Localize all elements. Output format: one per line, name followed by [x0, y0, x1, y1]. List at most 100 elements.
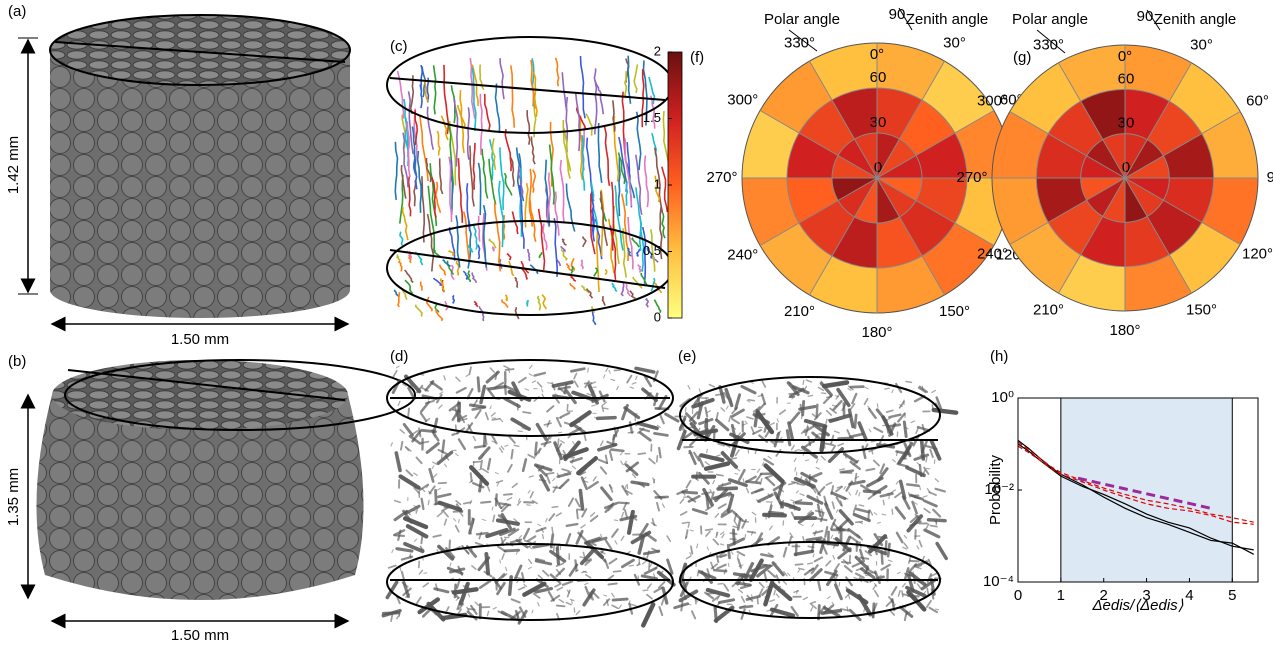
force-stick — [560, 546, 561, 550]
force-stick — [421, 413, 426, 421]
force-stick — [736, 450, 739, 455]
force-stick — [887, 600, 893, 606]
force-stick — [924, 591, 926, 593]
trajectory — [479, 163, 481, 215]
trajectory — [403, 207, 408, 240]
force-stick — [731, 552, 732, 555]
force-stick — [558, 439, 559, 445]
force-stick — [609, 584, 617, 585]
force-stick — [629, 512, 633, 533]
force-stick — [698, 396, 699, 407]
force-stick — [772, 610, 793, 616]
force-stick — [716, 455, 720, 457]
force-stick — [721, 532, 724, 534]
sticks — [675, 380, 957, 621]
force-stick — [699, 457, 703, 467]
force-stick — [450, 563, 451, 566]
zenith-title: Zenith angle — [906, 11, 989, 28]
force-stick — [575, 381, 578, 386]
height-label: 1.42 mm — [5, 136, 22, 194]
figure: (a) 1.42 mm 1.50 mm (b) 1.35 mm 1.50 mm … — [0, 0, 1273, 650]
force-stick — [892, 509, 893, 514]
force-stick — [606, 368, 608, 371]
force-stick — [826, 444, 834, 446]
force-stick — [687, 481, 691, 488]
polar-title: Polar angle — [764, 11, 840, 28]
force-stick — [500, 448, 503, 452]
force-stick — [481, 386, 485, 402]
force-stick — [506, 369, 514, 370]
force-stick — [491, 413, 495, 416]
trajectory — [612, 283, 617, 292]
force-stick — [667, 536, 670, 541]
force-stick — [707, 411, 710, 413]
force-stick — [613, 599, 627, 600]
force-stick — [547, 473, 554, 474]
force-stick — [796, 491, 798, 493]
force-stick — [525, 389, 528, 390]
force-stick — [454, 519, 456, 521]
trajectory — [509, 261, 514, 276]
force-stick — [854, 578, 858, 580]
force-stick — [536, 561, 550, 564]
force-stick — [612, 529, 617, 536]
force-stick — [454, 589, 477, 592]
force-stick — [612, 593, 614, 596]
force-stick — [530, 365, 532, 368]
radial-tick-label: 30 — [870, 114, 887, 131]
force-stick — [707, 547, 708, 550]
force-stick — [873, 585, 876, 589]
trajectory — [556, 58, 559, 86]
force-stick — [422, 499, 424, 509]
force-stick — [927, 468, 930, 469]
force-stick — [788, 573, 790, 575]
force-stick — [475, 446, 486, 447]
force-stick — [888, 560, 891, 561]
force-stick — [780, 410, 785, 414]
force-stick — [646, 534, 656, 541]
force-stick — [768, 571, 775, 577]
force-stick — [538, 382, 542, 386]
force-stick — [718, 584, 723, 585]
force-stick — [719, 600, 733, 603]
force-stick — [840, 469, 845, 470]
trajectory — [436, 182, 441, 213]
ellipse — [387, 221, 673, 315]
force-stick — [688, 386, 690, 389]
force-stick — [851, 434, 863, 437]
force-stick — [400, 430, 404, 433]
panel-label: (c) — [390, 38, 408, 55]
trajectory — [581, 260, 583, 269]
trajectory — [474, 302, 478, 307]
force-stick — [529, 476, 533, 477]
force-stick — [770, 600, 775, 601]
force-stick — [468, 594, 469, 597]
force-stick — [795, 564, 802, 565]
force-stick — [648, 584, 651, 588]
force-stick — [609, 559, 616, 564]
force-stick — [923, 425, 925, 432]
force-stick — [732, 419, 739, 423]
force-stick — [743, 479, 744, 483]
force-stick — [817, 405, 818, 416]
force-stick — [543, 534, 544, 538]
panel-label: (g) — [1013, 49, 1031, 66]
force-stick — [770, 423, 774, 425]
force-stick — [751, 427, 753, 433]
force-stick — [836, 585, 842, 599]
angle-tick-label: 240° — [977, 245, 1008, 262]
force-stick — [572, 466, 575, 469]
force-stick — [833, 555, 834, 559]
force-stick — [815, 557, 822, 561]
force-stick — [898, 591, 900, 596]
y-axis-label: Probability — [987, 454, 1004, 525]
force-stick — [615, 541, 617, 544]
radial-tick-label: 0 — [1122, 159, 1130, 176]
force-stick — [601, 467, 606, 473]
force-stick — [561, 441, 565, 443]
force-stick — [592, 405, 595, 406]
force-stick — [851, 538, 858, 543]
force-stick — [903, 547, 907, 549]
trajectory — [437, 131, 439, 156]
force-stick — [808, 563, 813, 564]
